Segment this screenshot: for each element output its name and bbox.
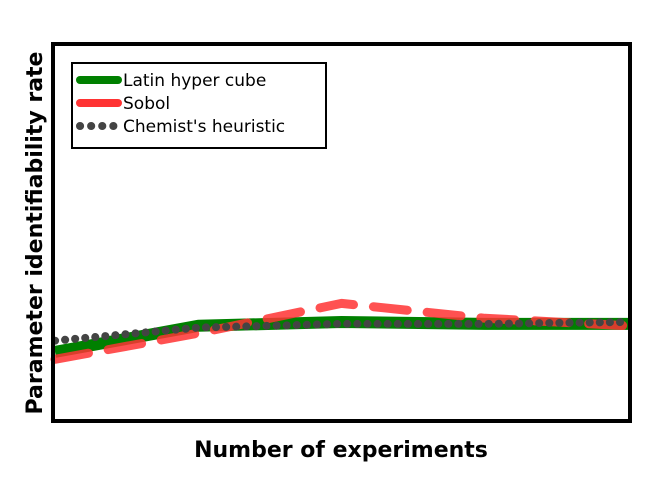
series-line-chemist-s-heuristic (51, 318, 632, 345)
plot-frame (51, 42, 632, 423)
legend-label-latin-hyper-cube: Latin hyper cube (123, 71, 266, 91)
series-layer (50, 298, 633, 364)
x-axis-label: Number of experiments (194, 438, 488, 463)
legend-label-chemists-heuristic: Chemist's heuristic (123, 117, 285, 137)
series-line-sobol (50, 298, 633, 364)
y-axis-label: Parameter identifiability rate (23, 52, 48, 415)
legend-label-sobol: Sobol (123, 94, 170, 114)
legend: Latin hyper cube Sobol Chemist's heurist… (71, 62, 327, 149)
